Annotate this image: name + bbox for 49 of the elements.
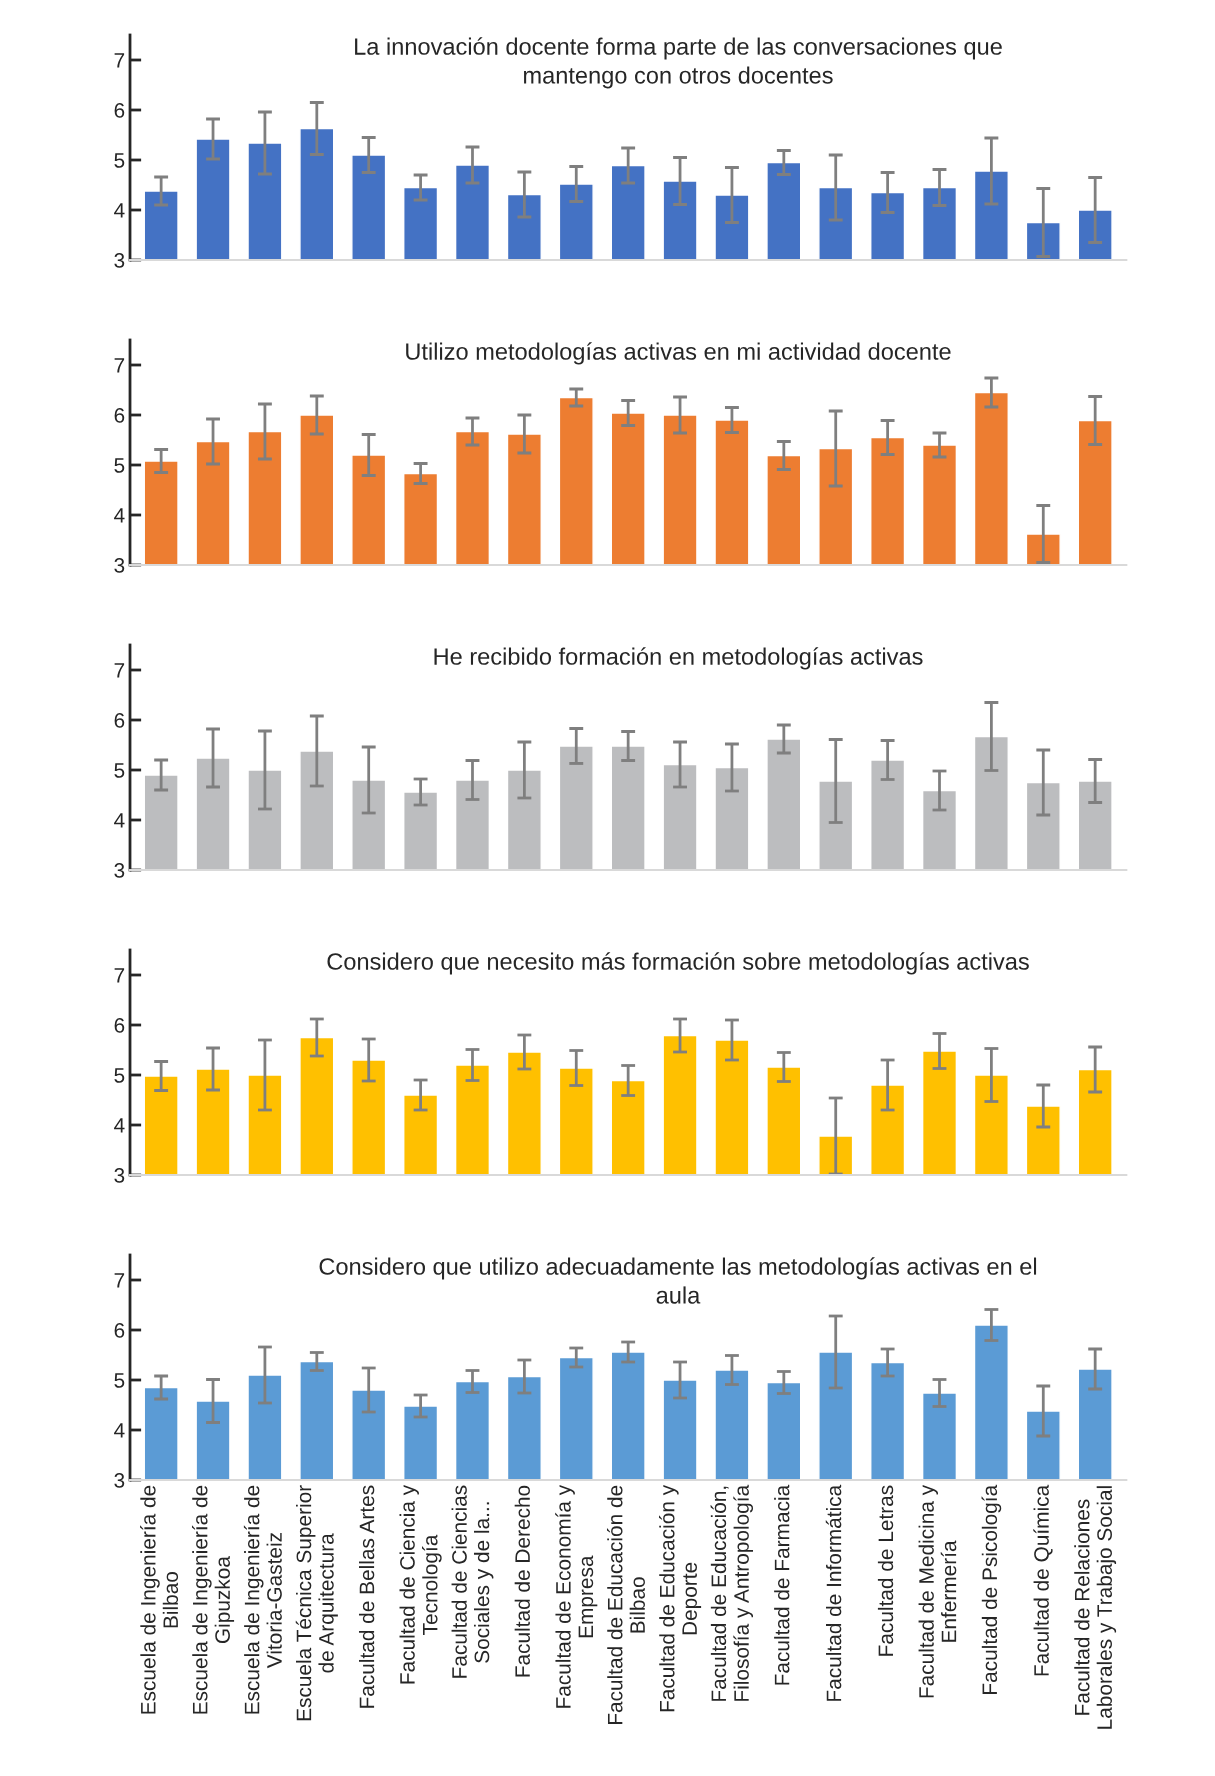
y-tick-label: 3 bbox=[114, 558, 125, 573]
y-tick-label: 5 bbox=[114, 763, 125, 778]
y-tick-label: 4 bbox=[114, 203, 125, 218]
y-tick-label: 7 bbox=[114, 53, 125, 68]
y-tick-label: 4 bbox=[114, 813, 125, 828]
x-tick-label: Facultad de Farmacia bbox=[774, 1484, 790, 1685]
y-tick-label: 7 bbox=[114, 663, 125, 678]
x-tick-label: Facultad de Ciencias Sociales y de la... bbox=[451, 1485, 494, 1678]
y-tick-label: 5 bbox=[114, 1373, 125, 1388]
y-tick-label: 5 bbox=[114, 1068, 125, 1083]
x-tick-label: Facultad de Educación de Bilbao bbox=[606, 1485, 645, 1725]
y-tick-label: 4 bbox=[114, 508, 125, 523]
y-tick-label: 5 bbox=[114, 458, 125, 473]
text: La innovación docente forma parte de las conversaciones que mantengo con otros docentes bbox=[355, 37, 1002, 89]
x-tick-label: Facultad de Medicina y Enfermería bbox=[918, 1484, 957, 1698]
x-tick-label: Facultad de Química bbox=[1033, 1484, 1053, 1676]
x-tick-label: Facultad de Relaciones Laborales y Trabajo Social bbox=[1074, 1486, 1117, 1729]
x-tick-label: Escuela Técnica Superior de Arquitectura bbox=[295, 1485, 338, 1721]
x-tick-label: Facultad de Bellas Artes bbox=[358, 1485, 375, 1708]
y-tick-label: 7 bbox=[114, 1273, 125, 1288]
y-tick-label: 3 bbox=[114, 253, 125, 268]
y-tick-label: 7 bbox=[114, 968, 125, 983]
x-tick-label: Escuela de Ingeniería de Vitoria-Gasteiz bbox=[243, 1485, 282, 1714]
y-tick-label: 4 bbox=[114, 1118, 125, 1133]
x-tick-label: Facultad de Derecho bbox=[514, 1485, 530, 1677]
x-tick-label: Facultad de Ciencia y Tecnología bbox=[399, 1484, 442, 1684]
chart-title: Considero que necesito más formación sobre metodologías activas bbox=[327, 952, 1029, 975]
y-tick-label: 5 bbox=[114, 153, 125, 168]
x-tick-label: Facultad de Psicología bbox=[981, 1484, 1002, 1694]
x-tick-label: Facultad de Informática bbox=[825, 1484, 842, 1701]
x-tick-label: Escuela de Ingeniería de Bilbao bbox=[140, 1485, 179, 1714]
y-tick-label: 6 bbox=[114, 103, 125, 118]
y-tick-label: 4 bbox=[114, 1423, 125, 1438]
text: Considero que utilizo adecuadamente las metodologías activas en el aula bbox=[319, 1257, 1037, 1304]
x-tick-label: Escuela de Ingeniería de Gipuzkoa bbox=[191, 1485, 235, 1714]
y-tick-label: 6 bbox=[114, 713, 125, 728]
y-tick-label: 6 bbox=[114, 1018, 125, 1033]
x-tick-label: Facultad de Educación y Deporte bbox=[658, 1484, 702, 1712]
y-tick-label: 6 bbox=[114, 1323, 125, 1338]
chart-title: Utilizo metodologías activas en mi actividad docente bbox=[406, 342, 951, 365]
x-tick-label: Facultad de Educación, Filosofía y Antropología bbox=[710, 1484, 754, 1701]
chart-title: He recibido formación en metodologías activas bbox=[434, 647, 923, 670]
y-tick-label: 6 bbox=[114, 408, 125, 423]
y-tick-label: 3 bbox=[114, 863, 125, 878]
y-tick-label: 7 bbox=[114, 358, 125, 373]
y-tick-label: 3 bbox=[114, 1473, 125, 1488]
x-tick-label: Facultad de Letras bbox=[877, 1485, 894, 1656]
y-tick-label: 3 bbox=[114, 1168, 125, 1183]
x-tick-label: Facultad de Economía y Empresa bbox=[555, 1484, 598, 1708]
